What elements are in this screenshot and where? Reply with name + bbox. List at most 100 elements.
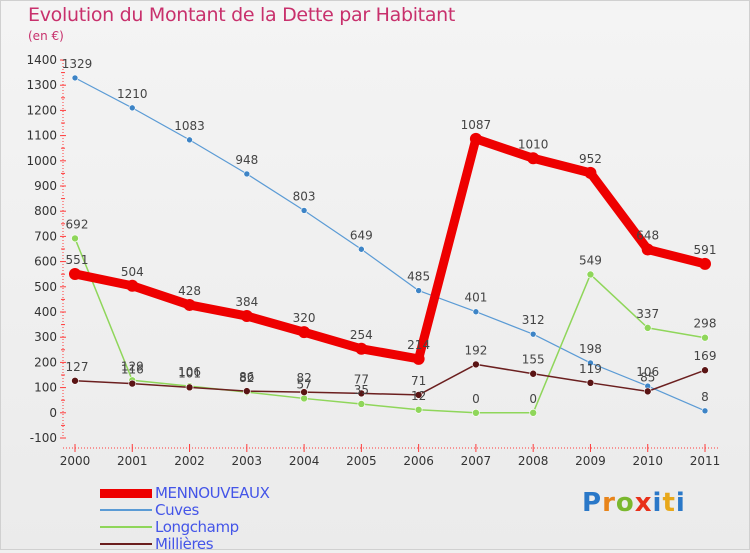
data-label: 485 bbox=[407, 270, 430, 284]
data-point bbox=[414, 391, 423, 399]
data-label: 692 bbox=[66, 217, 89, 231]
logo-letter: i bbox=[675, 488, 686, 518]
data-point bbox=[472, 408, 480, 417]
data-point bbox=[472, 308, 480, 316]
y-tick-label: 800 bbox=[34, 204, 57, 218]
series-line-mennouveaux bbox=[74, 134, 707, 364]
legend-label: Millières bbox=[155, 535, 214, 553]
series-line-millières bbox=[74, 363, 706, 396]
x-tick-label: 2002 bbox=[174, 454, 205, 468]
x-tick-label: 2005 bbox=[346, 454, 377, 468]
legend-swatch bbox=[100, 543, 152, 545]
data-point bbox=[243, 387, 251, 395]
y-tick-label: 700 bbox=[34, 229, 57, 243]
data-point bbox=[240, 310, 253, 323]
data-point bbox=[243, 170, 251, 178]
data-point bbox=[186, 136, 193, 144]
proxiti-logo: Proxiti bbox=[582, 488, 686, 518]
data-label: 82 bbox=[239, 371, 254, 385]
data-point bbox=[128, 104, 136, 112]
y-tick-label: 300 bbox=[34, 330, 57, 344]
data-point bbox=[586, 270, 595, 279]
data-label: 504 bbox=[121, 265, 144, 279]
data-point bbox=[472, 360, 480, 369]
data-point bbox=[300, 207, 308, 214]
data-point bbox=[643, 324, 652, 332]
data-label: 101 bbox=[178, 366, 201, 380]
data-point bbox=[357, 389, 366, 398]
x-tick-label: 2004 bbox=[289, 454, 320, 468]
data-point bbox=[71, 376, 79, 385]
y-tick-label: 1300 bbox=[26, 78, 57, 92]
data-point bbox=[300, 388, 308, 396]
legend-swatch bbox=[100, 509, 152, 511]
data-point bbox=[701, 333, 709, 342]
data-label: 803 bbox=[293, 189, 316, 203]
data-label: 57 bbox=[296, 377, 311, 391]
data-label: 0 bbox=[529, 392, 537, 406]
legend-label: MENNOUVEAUX bbox=[155, 484, 270, 502]
y-tick-label: 1400 bbox=[26, 53, 57, 67]
data-point bbox=[126, 279, 139, 292]
data-point bbox=[298, 326, 311, 339]
data-label: 169 bbox=[694, 349, 717, 363]
y-tick-label: 400 bbox=[34, 305, 57, 319]
data-point bbox=[355, 342, 368, 355]
data-label: 77 bbox=[354, 372, 369, 386]
y-tick-label: 500 bbox=[34, 280, 57, 294]
data-label: 71 bbox=[411, 374, 426, 388]
data-label: 106 bbox=[178, 365, 201, 379]
data-label: 337 bbox=[636, 307, 659, 321]
data-point bbox=[185, 383, 194, 392]
x-tick-label: 2000 bbox=[60, 454, 91, 468]
logo-letter: r bbox=[602, 488, 616, 518]
data-label: 0 bbox=[472, 392, 480, 406]
data-label: 551 bbox=[66, 253, 89, 267]
data-label: 1083 bbox=[174, 119, 205, 133]
data-point bbox=[357, 400, 366, 408]
data-label: 320 bbox=[293, 311, 316, 325]
y-tick-label: 900 bbox=[34, 179, 57, 193]
data-point bbox=[414, 405, 423, 414]
data-point bbox=[641, 243, 654, 256]
data-point bbox=[415, 287, 422, 294]
legend-swatch bbox=[100, 526, 152, 528]
data-label: 214 bbox=[407, 338, 430, 352]
x-tick-label: 2010 bbox=[632, 454, 663, 468]
logo-letter: o bbox=[615, 488, 635, 518]
x-tick-label: 2007 bbox=[461, 454, 492, 468]
data-point bbox=[643, 387, 652, 396]
data-label: 1210 bbox=[117, 87, 148, 101]
data-label: 85 bbox=[640, 370, 655, 384]
logo-letter: t bbox=[662, 488, 676, 518]
data-label: 948 bbox=[235, 153, 258, 167]
data-point bbox=[586, 379, 595, 387]
data-label: 129 bbox=[121, 359, 144, 373]
legend-label: Longchamp bbox=[155, 518, 239, 536]
data-label: 119 bbox=[579, 362, 602, 376]
data-point bbox=[527, 152, 540, 165]
y-tick-label: 600 bbox=[34, 255, 57, 269]
data-point bbox=[469, 132, 482, 145]
x-tick-label: 2003 bbox=[232, 454, 263, 468]
data-label: 192 bbox=[464, 343, 487, 357]
x-tick-label: 2008 bbox=[518, 454, 549, 468]
data-point bbox=[300, 394, 308, 403]
data-label: 384 bbox=[235, 295, 258, 309]
y-tick-label: 1200 bbox=[26, 103, 57, 117]
data-label: 591 bbox=[694, 243, 717, 257]
y-tick-label: -100 bbox=[30, 431, 57, 445]
y-tick-label: 200 bbox=[34, 355, 57, 369]
data-point bbox=[587, 359, 594, 367]
y-tick-label: 1100 bbox=[26, 129, 57, 143]
y-tick-label: 0 bbox=[49, 406, 57, 420]
x-tick-label: 2011 bbox=[690, 454, 721, 468]
data-point bbox=[699, 257, 711, 270]
data-label: 82 bbox=[296, 371, 311, 385]
data-point bbox=[71, 234, 79, 243]
data-label: 127 bbox=[66, 360, 89, 374]
data-label: 12 bbox=[411, 389, 426, 403]
data-label: 116 bbox=[121, 363, 144, 377]
data-point bbox=[69, 267, 81, 280]
data-label: 298 bbox=[694, 317, 717, 331]
